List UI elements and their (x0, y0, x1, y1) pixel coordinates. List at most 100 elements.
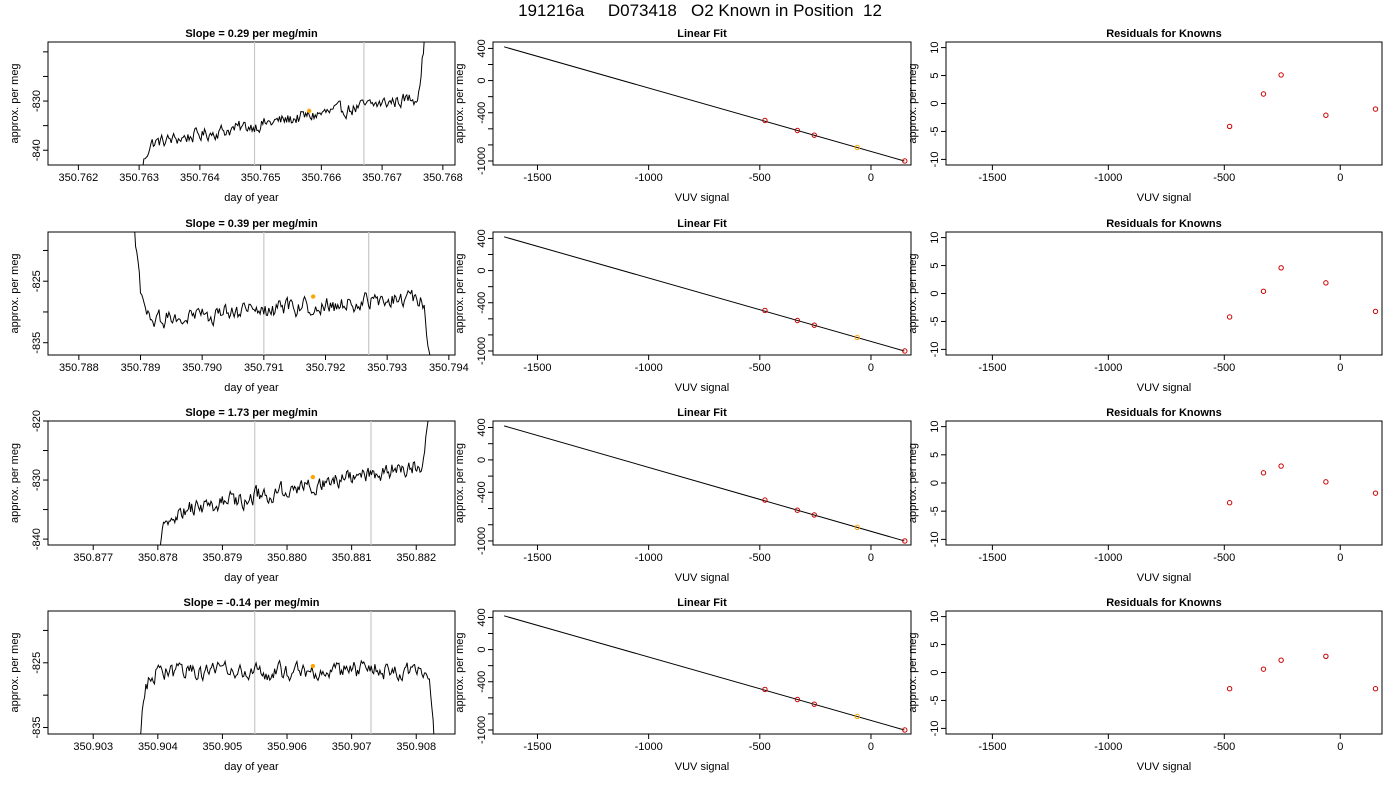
y-tick-label: -10 (929, 151, 941, 167)
x-tick-label: 350.768 (423, 172, 463, 184)
data-trace (157, 421, 429, 545)
x-tick-label: 350.882 (396, 552, 436, 564)
x-tick-label: -1000 (1094, 172, 1122, 184)
panel-3-1: Slope = 1.73 per meg/min 350.877 350.878 35… (9, 407, 456, 584)
y-tick-label: 0 (929, 480, 941, 486)
y-tick-label: -5 (929, 317, 941, 327)
fit-point (902, 727, 908, 733)
y-tick-label: 10 (929, 610, 941, 622)
residual-point (1260, 91, 1267, 97)
x-tick-label: 0 (1337, 362, 1343, 374)
x-tick-label: 350.766 (301, 172, 341, 184)
y-axis-label: approx. per meg (9, 253, 21, 333)
x-tick-label: -500 (749, 552, 771, 564)
residual-point (1372, 490, 1379, 496)
y-tick-label: -400 (476, 671, 488, 693)
y-axis-label: approx. per meg (454, 443, 466, 523)
fit-point (854, 524, 860, 531)
x-tick-label: -1000 (1094, 552, 1122, 564)
x-tick-label: 350.881 (332, 552, 372, 564)
x-tick-label: 350.790 (182, 362, 222, 374)
fit-point (794, 317, 801, 324)
y-tick-label: 10 (929, 231, 941, 243)
y-tick-label: 0 (929, 290, 941, 296)
x-tick-label: 350.788 (59, 362, 99, 374)
data-trace (142, 42, 425, 165)
plot-frame (47, 420, 456, 546)
y-tick-label: -1000 (476, 147, 488, 175)
y-tick-label: 400 (476, 39, 488, 57)
plot-area (503, 46, 908, 164)
y-tick-label: 0 (929, 669, 941, 675)
x-axis-label: VUV signal (1137, 761, 1191, 773)
plot-frame (47, 231, 456, 356)
panel-4-2: Linear Fit -1500 -1000 -500 0 -1000 -400 0 400 VU… (454, 597, 912, 773)
x-tick-label: 0 (1337, 172, 1343, 184)
fit-point (902, 158, 908, 164)
panel-1-2: Linear Fit -1500 -1000 -500 0 -1000 -400 0 400 VU… (454, 28, 912, 204)
x-tick-label: -500 (1213, 362, 1235, 374)
x-tick-label: 350.762 (58, 172, 98, 184)
y-tick-label: -10 (929, 341, 941, 357)
plot-area (157, 421, 429, 545)
panel-title: Slope = 0.39 per meg/min (185, 218, 318, 230)
residual-point (1323, 280, 1329, 286)
y-axis-label: approx. per meg (907, 253, 919, 333)
y-tick-label: -5 (929, 696, 941, 706)
y-tick-label: -1000 (476, 527, 488, 555)
x-tick-label: -500 (1213, 172, 1235, 184)
y-tick-label: 5 (929, 262, 941, 268)
panel-title: Residuals for Knowns (1106, 218, 1222, 230)
y-tick-label: 0 (476, 457, 488, 463)
x-tick-label: -1000 (635, 741, 663, 753)
x-tick-label: 350.879 (203, 552, 243, 564)
y-tick-label: -1000 (476, 716, 488, 744)
fit-point (794, 507, 801, 513)
fit-point (762, 686, 768, 693)
panel-title: Residuals for Knowns (1106, 407, 1222, 419)
y-tick-label: -820 (31, 410, 43, 432)
panel-1-3: Residuals for Knowns -1500 -1000 -500 0 -10 -5… (907, 28, 1383, 204)
fit-line (503, 425, 905, 542)
panel-title: Linear Fit (677, 407, 727, 419)
x-tick-label: 350.792 (306, 362, 346, 374)
x-axis-label: day of year (224, 572, 279, 584)
y-tick-label: 400 (476, 418, 488, 436)
plot-frame (492, 41, 912, 166)
x-tick-label: 350.791 (244, 362, 284, 374)
residual-point (1260, 470, 1267, 476)
x-tick-label: 350.903 (73, 741, 113, 753)
fit-point (762, 307, 768, 314)
residual-point (1278, 657, 1284, 663)
fit-point (811, 701, 817, 707)
x-tick-label: -500 (749, 172, 771, 184)
plot-area (142, 42, 425, 165)
y-tick-label: 0 (476, 268, 488, 274)
residual-point (1278, 463, 1284, 469)
plot-frame (945, 231, 1383, 356)
panel-title: Slope = 1.73 per meg/min (185, 407, 318, 419)
residual-point (1323, 112, 1329, 118)
y-tick-label: 5 (929, 72, 941, 78)
y-tick-label: -840 (31, 528, 43, 550)
x-tick-label: -1500 (978, 172, 1006, 184)
x-tick-label: -1000 (635, 172, 663, 184)
x-tick-label: -500 (1213, 552, 1235, 564)
panel-title: Residuals for Knowns (1106, 597, 1222, 609)
x-tick-label: -1500 (523, 362, 551, 374)
plot-area (503, 236, 908, 354)
y-axis-label: approx. per meg (454, 253, 466, 333)
y-tick-label: -5 (929, 127, 941, 137)
fit-point (794, 696, 801, 703)
x-tick-label: -1500 (978, 552, 1006, 564)
x-tick-label: -1500 (978, 741, 1006, 753)
panel-4-3: Residuals for Knowns -1500 -1000 -500 0 -10 -5… (907, 597, 1383, 773)
x-tick-label: -500 (1213, 741, 1235, 753)
y-tick-label: -830 (31, 469, 43, 491)
x-tick-label: 350.908 (396, 741, 436, 753)
fit-point (902, 348, 908, 354)
x-axis-label: day of year (224, 761, 279, 773)
y-tick-label: 0 (476, 647, 488, 653)
residual-point (1260, 666, 1267, 672)
